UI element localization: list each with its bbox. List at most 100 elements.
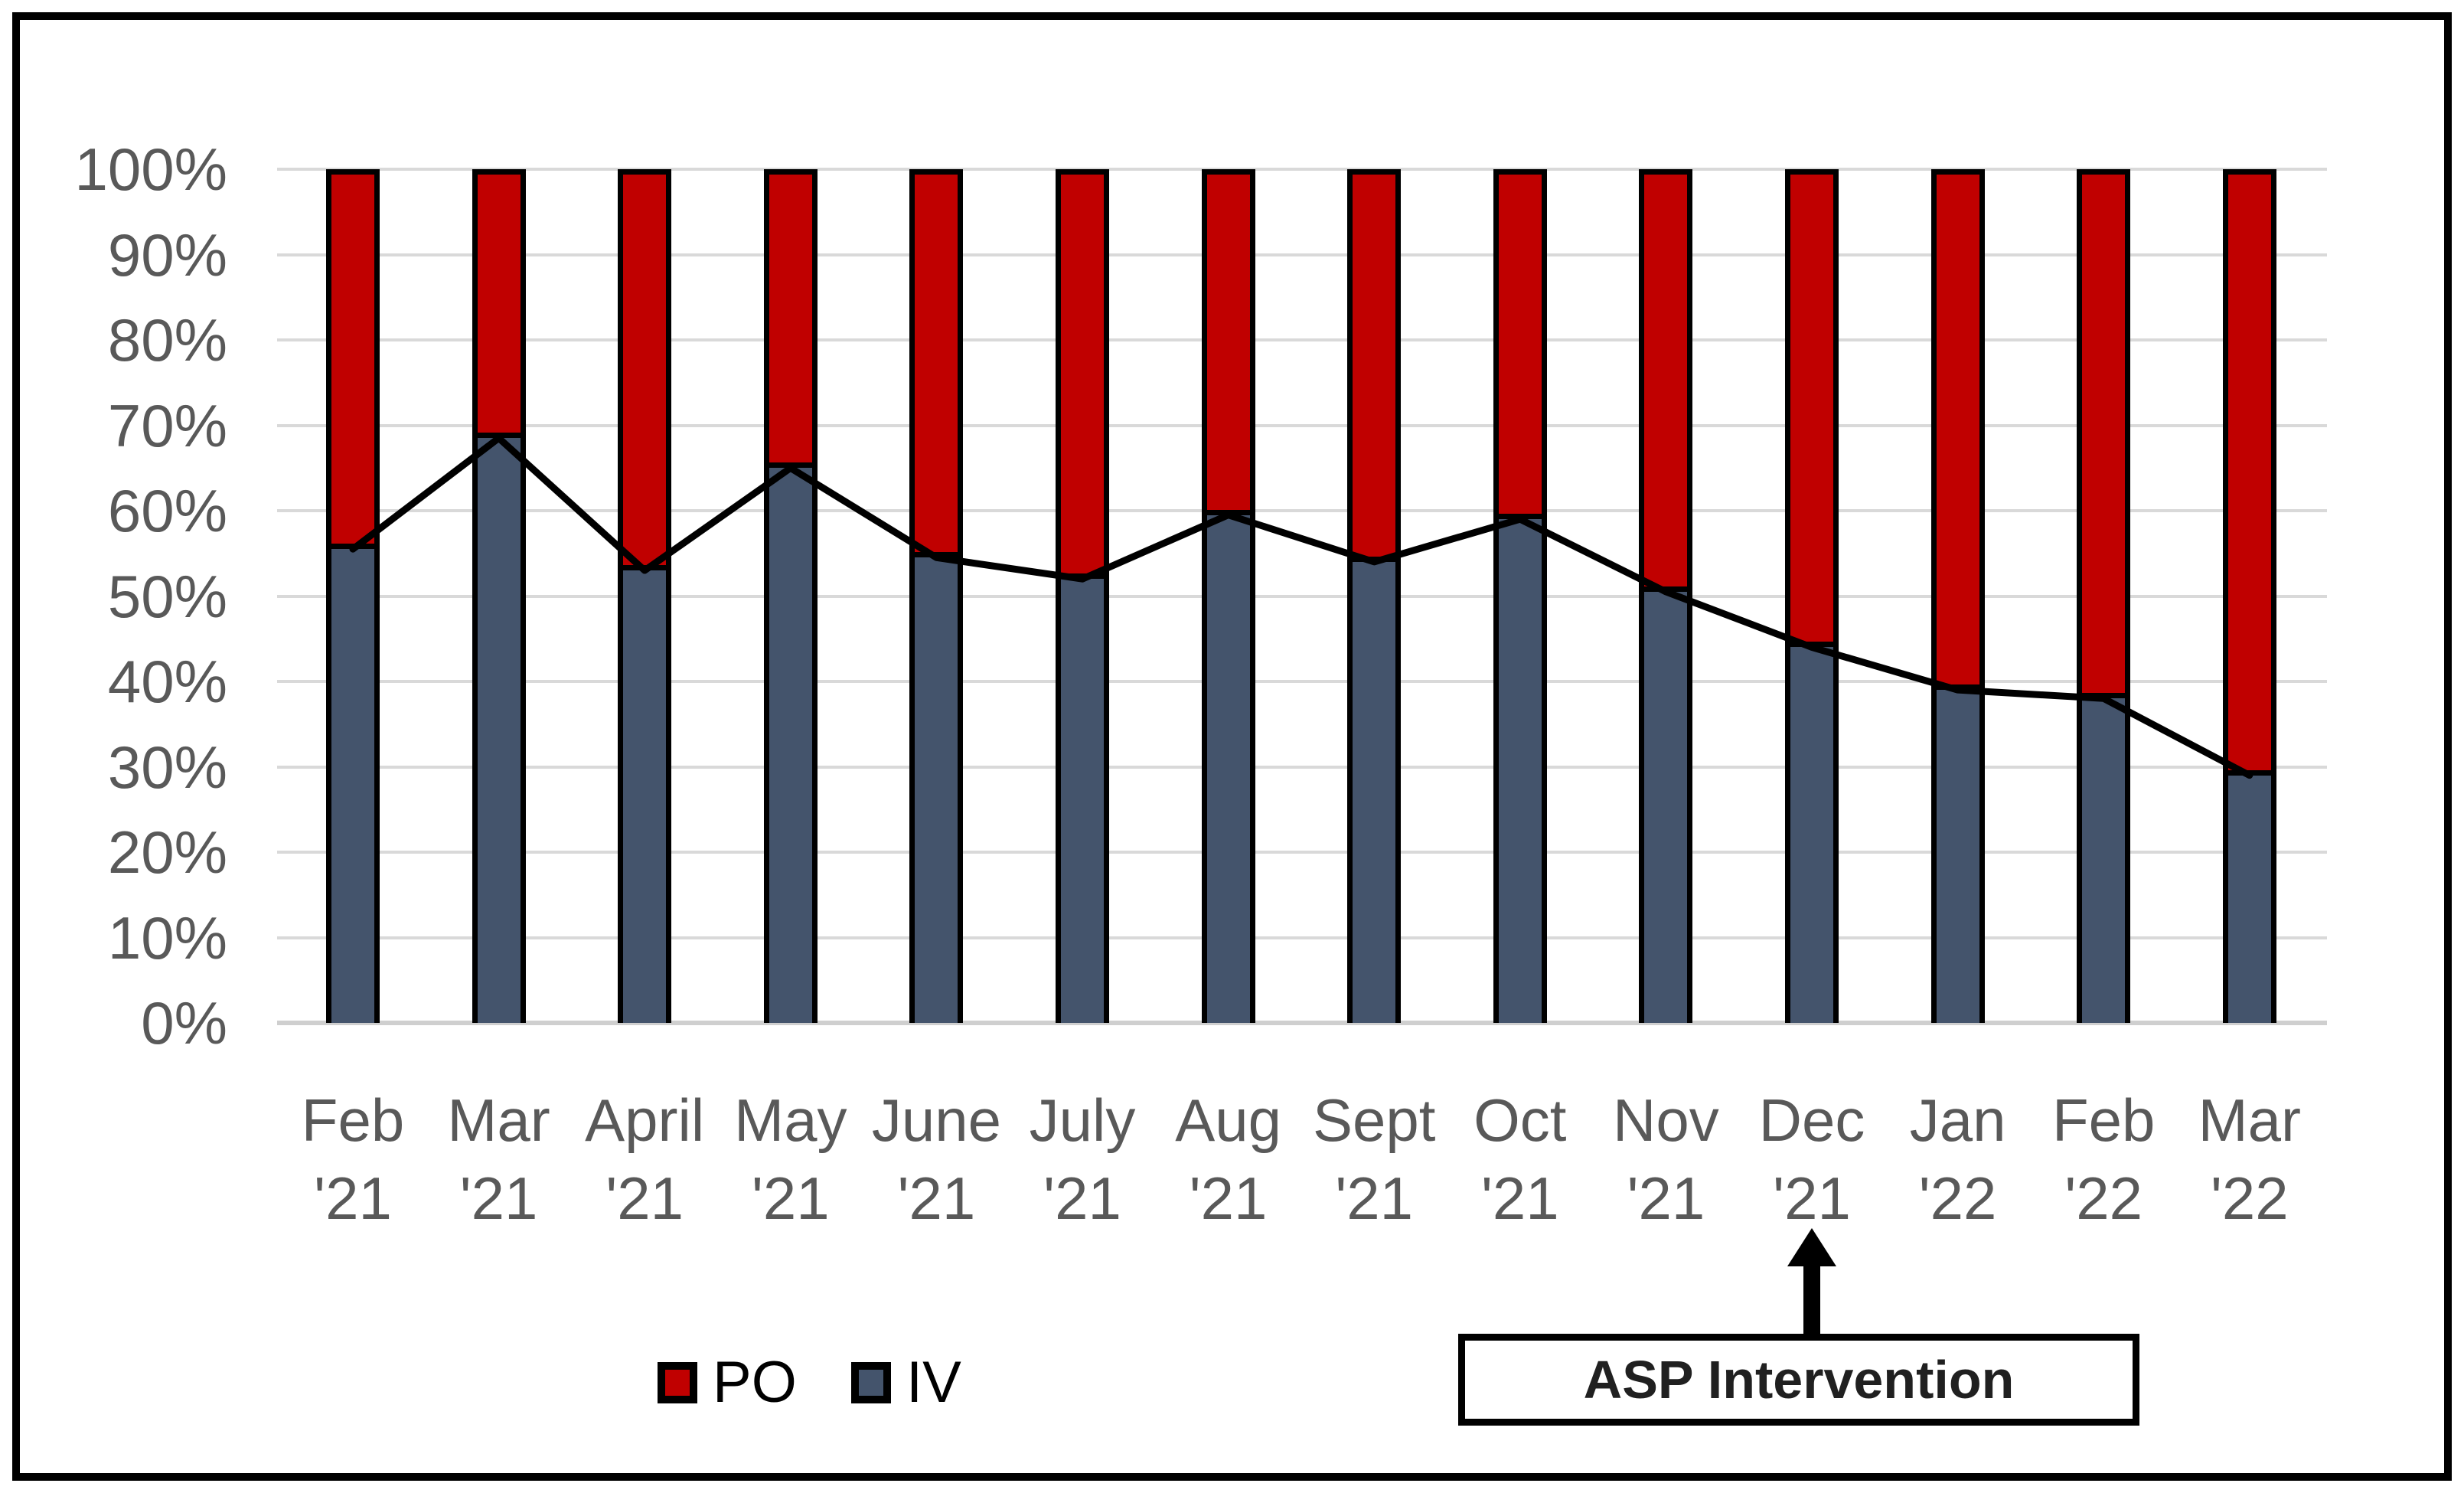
bar-segment-po-July '21 bbox=[1056, 169, 1109, 580]
x-axis-label-Feb '22: Feb '22 bbox=[1981, 1081, 2226, 1237]
bar-segment-iv-Sept '21 bbox=[1347, 561, 1402, 1023]
x-axis-label-month: April bbox=[585, 1086, 705, 1154]
x-axis-label-month: Aug bbox=[1175, 1086, 1281, 1154]
bar-segment-iv-Oct '21 bbox=[1493, 519, 1547, 1023]
annotation-arrow-up-icon bbox=[1787, 1228, 1836, 1266]
x-axis-label-month: Dec bbox=[1758, 1086, 1865, 1154]
x-axis-label-Dec '21: Dec '21 bbox=[1689, 1081, 1934, 1237]
bar-segment-iv-Feb '22 bbox=[2077, 698, 2131, 1023]
bar-segment-iv-Feb '21 bbox=[326, 549, 380, 1023]
po-legend-label: PO bbox=[713, 1350, 797, 1415]
bar-segment-iv-Dec '21 bbox=[1785, 647, 1839, 1023]
x-axis-label-month: Mar bbox=[447, 1086, 550, 1154]
bar-segment-po-May '21 bbox=[763, 169, 818, 469]
asp-intervention-callout: ASP Intervention bbox=[1458, 1334, 2139, 1426]
x-axis-label-Nov '21: Nov '21 bbox=[1543, 1081, 1788, 1237]
bar-segment-po-Oct '21 bbox=[1493, 169, 1547, 520]
legend-item-iv: IV bbox=[851, 1354, 961, 1412]
x-axis-label-month: Sept bbox=[1312, 1086, 1436, 1154]
bar-segment-iv-Nov '21 bbox=[1639, 591, 1693, 1023]
x-axis-label-year: '21 bbox=[1335, 1165, 1414, 1232]
bar-segment-po-Aug '21 bbox=[1201, 169, 1255, 515]
x-axis-label-Sept '21: Sept '21 bbox=[1252, 1081, 1496, 1237]
x-axis-label-month: Feb bbox=[2051, 1086, 2156, 1154]
y-axis-tick-label: 20% bbox=[107, 818, 227, 886]
x-axis-label-year: '21 bbox=[1627, 1165, 1705, 1232]
bar-segment-po-Dec '21 bbox=[1785, 169, 1839, 648]
bar-segment-iv-Mar '21 bbox=[472, 438, 526, 1023]
y-axis-tick-label: 100% bbox=[74, 136, 228, 203]
bar-segment-po-June '21 bbox=[909, 169, 964, 558]
bar-segment-iv-May '21 bbox=[763, 468, 818, 1023]
bar-segment-iv-April '21 bbox=[618, 570, 672, 1023]
x-axis-label-July '21: July '21 bbox=[960, 1081, 1205, 1237]
x-axis-label-year: '21 bbox=[751, 1165, 830, 1232]
x-axis-label-year: '21 bbox=[1773, 1165, 1851, 1232]
x-axis-label-Feb '21: Feb '21 bbox=[230, 1081, 475, 1237]
y-axis-tick-label: 0% bbox=[141, 989, 227, 1057]
bar-segment-iv-Aug '21 bbox=[1201, 515, 1255, 1023]
gridline-100% bbox=[277, 168, 2327, 171]
x-axis-label-year: '21 bbox=[897, 1165, 976, 1232]
x-axis-label-year: '21 bbox=[314, 1165, 392, 1232]
x-axis-label-year: '22 bbox=[1918, 1165, 1997, 1232]
x-axis-label-month: Mar bbox=[2198, 1086, 2301, 1154]
gridline-20% bbox=[277, 851, 2327, 854]
y-axis-tick-label: 70% bbox=[107, 391, 227, 459]
bar-segment-iv-July '21 bbox=[1056, 579, 1109, 1023]
x-axis-label-month: Nov bbox=[1613, 1086, 1719, 1154]
x-axis-label-month: June bbox=[871, 1086, 1001, 1154]
x-axis-label-year: '21 bbox=[1189, 1165, 1268, 1232]
gridline-90% bbox=[277, 253, 2327, 256]
x-axis-label-month: Oct bbox=[1474, 1086, 1567, 1154]
bar-segment-iv-Mar '22 bbox=[2222, 775, 2276, 1023]
x-axis-label-June '21: June '21 bbox=[814, 1081, 1059, 1237]
x-axis-label-April '21: April '21 bbox=[522, 1081, 767, 1237]
y-axis-tick-label: 90% bbox=[107, 221, 227, 289]
x-axis-label-Oct '21: Oct '21 bbox=[1398, 1081, 1643, 1237]
iv-legend-swatch-icon bbox=[851, 1362, 891, 1403]
y-axis-tick-label: 30% bbox=[107, 733, 227, 801]
gridline-0% bbox=[277, 1021, 2327, 1025]
po-legend-swatch-icon bbox=[658, 1362, 697, 1403]
bar-segment-iv-June '21 bbox=[909, 557, 964, 1023]
x-axis-label-year: '21 bbox=[1480, 1165, 1559, 1232]
x-axis-label-year: '22 bbox=[2064, 1165, 2143, 1232]
bar-segment-po-Mar '22 bbox=[2222, 169, 2276, 776]
x-axis-label-month: Jan bbox=[1909, 1086, 2006, 1154]
y-axis-tick-label: 80% bbox=[107, 306, 227, 374]
x-axis-label-month: May bbox=[734, 1086, 847, 1154]
x-axis-label-year: '21 bbox=[605, 1165, 684, 1232]
x-axis-label-Mar '22: Mar '22 bbox=[2127, 1081, 2372, 1237]
x-axis-label-Jan '22: Jan '22 bbox=[1836, 1081, 2081, 1237]
annotation-arrow-shaft bbox=[1803, 1265, 1820, 1335]
iv-legend-label: IV bbox=[906, 1350, 961, 1415]
bar-segment-po-Mar '21 bbox=[472, 169, 526, 439]
gridline-80% bbox=[277, 338, 2327, 341]
bar-segment-iv-Jan '22 bbox=[1930, 690, 1985, 1023]
gridline-50% bbox=[277, 594, 2327, 598]
x-axis-label-year: '21 bbox=[1043, 1165, 1121, 1232]
asp-intervention-label: ASP Intervention bbox=[1583, 1350, 2015, 1410]
y-axis-tick-label: 10% bbox=[107, 903, 227, 972]
y-axis-tick-label: 40% bbox=[107, 648, 227, 715]
bar-segment-po-Sept '21 bbox=[1347, 169, 1402, 562]
bar-segment-po-Feb '22 bbox=[2077, 169, 2131, 699]
gridline-10% bbox=[277, 936, 2327, 939]
x-axis-label-month: July bbox=[1029, 1086, 1136, 1154]
gridline-60% bbox=[277, 509, 2327, 512]
gridline-40% bbox=[277, 680, 2327, 683]
bar-segment-po-Jan '22 bbox=[1930, 169, 1985, 691]
x-axis-label-year: '21 bbox=[459, 1165, 538, 1232]
gridline-30% bbox=[277, 765, 2327, 769]
x-axis-label-Aug '21: Aug '21 bbox=[1106, 1081, 1351, 1237]
x-axis-label-year: '22 bbox=[2210, 1165, 2289, 1232]
y-axis-tick-label: 50% bbox=[107, 562, 227, 630]
gridline-70% bbox=[277, 423, 2327, 427]
iv-trend-line bbox=[349, 434, 2253, 779]
bar-segment-po-April '21 bbox=[618, 169, 672, 571]
iv-trend-line-layer bbox=[349, 434, 2253, 779]
x-axis-label-May '21: May '21 bbox=[668, 1081, 913, 1237]
x-axis-label-Mar '21: Mar '21 bbox=[377, 1081, 622, 1237]
